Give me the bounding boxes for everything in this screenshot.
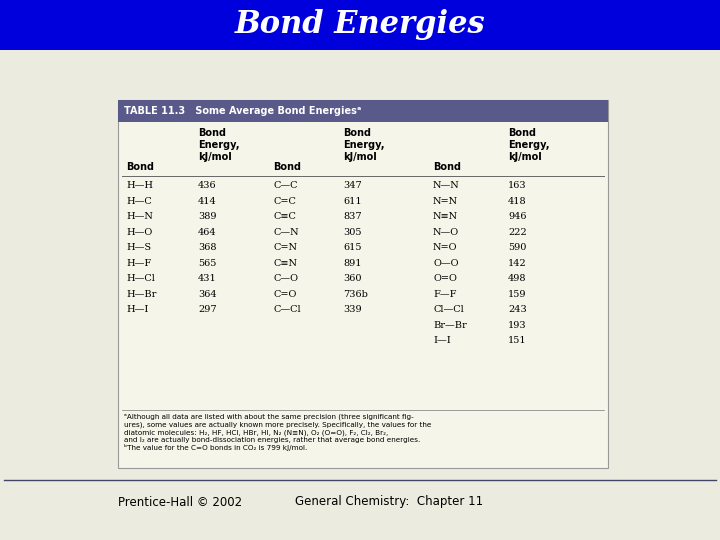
Text: H—S: H—S — [126, 243, 151, 252]
Text: 297: 297 — [198, 305, 217, 314]
Text: H—F: H—F — [126, 259, 151, 268]
Text: Bond: Bond — [273, 162, 301, 172]
Text: 418: 418 — [508, 197, 526, 206]
Text: 222: 222 — [508, 228, 527, 237]
Bar — [0, 0, 720, 50]
Text: 615: 615 — [343, 243, 361, 252]
Text: Prentice-Hall © 2002: Prentice-Hall © 2002 — [118, 496, 242, 509]
Text: Bond: Bond — [126, 162, 154, 172]
Bar — [118, 100, 608, 122]
Text: ᵃAlthough all data are listed with about the same precision (three significant f: ᵃAlthough all data are listed with about… — [124, 413, 431, 443]
Text: 193: 193 — [508, 321, 526, 330]
Text: 464: 464 — [198, 228, 217, 237]
Text: 891: 891 — [343, 259, 361, 268]
Text: 611: 611 — [343, 197, 361, 206]
Text: C≡C: C≡C — [273, 212, 296, 221]
Text: 339: 339 — [343, 305, 361, 314]
Text: C≡N: C≡N — [273, 259, 297, 268]
Text: ᵇThe value for the C=O bonds in CO₂ is 799 kJ/mol.: ᵇThe value for the C=O bonds in CO₂ is 7… — [124, 444, 307, 451]
Text: H—H: H—H — [126, 181, 153, 190]
Text: 159: 159 — [508, 290, 526, 299]
Text: 436: 436 — [198, 181, 217, 190]
Text: Bond
Energy,
kJ/mol: Bond Energy, kJ/mol — [508, 128, 549, 162]
Text: 364: 364 — [198, 290, 217, 299]
Text: N=N: N=N — [433, 197, 458, 206]
Text: 498: 498 — [508, 274, 526, 284]
Text: O—O: O—O — [433, 259, 459, 268]
Text: N—N: N—N — [433, 181, 460, 190]
Text: H—C: H—C — [126, 197, 152, 206]
Text: 414: 414 — [198, 197, 217, 206]
Text: C—N: C—N — [273, 228, 299, 237]
Text: 347: 347 — [343, 181, 361, 190]
Text: Cl—Cl: Cl—Cl — [433, 305, 464, 314]
Text: 305: 305 — [343, 228, 361, 237]
Text: 360: 360 — [343, 274, 361, 284]
Text: N—O: N—O — [433, 228, 459, 237]
Text: 151: 151 — [508, 336, 526, 345]
Text: Bond
Energy,
kJ/mol: Bond Energy, kJ/mol — [198, 128, 240, 162]
Text: 142: 142 — [508, 259, 527, 268]
Text: 389: 389 — [198, 212, 217, 221]
Text: C—O: C—O — [273, 274, 298, 284]
Text: 431: 431 — [198, 274, 217, 284]
Text: F—F: F—F — [433, 290, 456, 299]
Text: 243: 243 — [508, 305, 527, 314]
Text: H—O: H—O — [126, 228, 152, 237]
Bar — [118, 100, 608, 468]
Text: C—Cl: C—Cl — [273, 305, 301, 314]
Text: C=C: C=C — [273, 197, 296, 206]
Text: H—Br: H—Br — [126, 290, 156, 299]
Text: 565: 565 — [198, 259, 217, 268]
Text: 590: 590 — [508, 243, 526, 252]
Text: C=N: C=N — [273, 243, 297, 252]
Text: Bond: Bond — [433, 162, 461, 172]
Text: C=O: C=O — [273, 290, 297, 299]
Text: N≡N: N≡N — [433, 212, 458, 221]
Text: 837: 837 — [343, 212, 361, 221]
Text: C—C: C—C — [273, 181, 297, 190]
Text: General Chemistry:  Chapter 11: General Chemistry: Chapter 11 — [295, 496, 483, 509]
Text: N=O: N=O — [433, 243, 457, 252]
Text: Bond
Energy,
kJ/mol: Bond Energy, kJ/mol — [343, 128, 384, 162]
Text: 736b: 736b — [343, 290, 368, 299]
Text: H—I: H—I — [126, 305, 148, 314]
Text: I—I: I—I — [433, 336, 451, 345]
Text: O=O: O=O — [433, 274, 457, 284]
Text: H—N: H—N — [126, 212, 153, 221]
Text: 946: 946 — [508, 212, 526, 221]
Text: 368: 368 — [198, 243, 217, 252]
Text: 163: 163 — [508, 181, 526, 190]
Text: Br—Br: Br—Br — [433, 321, 467, 330]
Text: H—Cl: H—Cl — [126, 274, 155, 284]
Text: TABLE 11.3   Some Average Bond Energiesᵃ: TABLE 11.3 Some Average Bond Energiesᵃ — [124, 106, 361, 116]
Text: Bond Energies: Bond Energies — [235, 10, 485, 40]
